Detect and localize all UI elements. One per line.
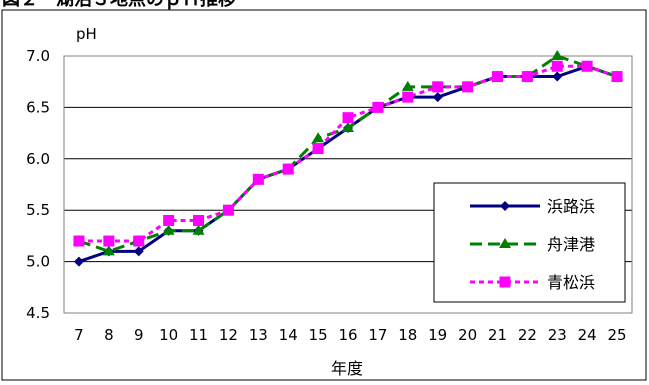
legend-item: 青松浜: [470, 273, 595, 292]
x-tick-label: 8: [104, 326, 114, 344]
x-tick-label: 10: [159, 326, 178, 344]
x-tick-label: 20: [458, 326, 477, 344]
y-tick-label: 5.5: [26, 201, 50, 219]
data-point: [401, 80, 414, 91]
data-point: [193, 214, 205, 226]
x-tick-label: 17: [368, 326, 387, 344]
y-tick-label: 6.5: [26, 98, 50, 116]
y-axis-label: pH: [76, 25, 97, 43]
x-tick-label: 21: [488, 326, 507, 344]
x-tick-label: 13: [249, 326, 268, 344]
data-point: [402, 91, 414, 103]
x-tick-label: 7: [74, 326, 84, 344]
legend-item: 舟津港: [470, 235, 595, 254]
data-point: [432, 92, 443, 103]
legend-marker: [500, 201, 510, 211]
y-axis-ticks: 4.5 5.0 5.5 6.0 6.5 7.0: [26, 47, 50, 322]
data-point: [133, 246, 144, 257]
data-point: [73, 256, 84, 267]
data-point: [282, 163, 294, 175]
x-tick-label: 9: [134, 326, 144, 344]
series-3: [73, 60, 623, 247]
data-point: [73, 235, 85, 247]
x-axis-label: 年度: [331, 359, 363, 378]
x-axis-ticks: 7 8 9 10 11 12 13 14 15 16 17 18 19 20 21 22 23 24 25: [74, 326, 626, 344]
data-point: [432, 81, 444, 93]
data-point: [551, 60, 563, 72]
data-point: [551, 50, 564, 60]
data-point: [252, 173, 264, 185]
series-group: [72, 50, 624, 267]
data-point: [133, 235, 145, 247]
data-point: [102, 245, 115, 256]
x-tick-label: 11: [189, 326, 208, 344]
legend-label: 青松浜: [547, 273, 595, 292]
data-point: [552, 71, 563, 82]
data-point: [491, 71, 503, 83]
y-tick-label: 4.5: [26, 304, 50, 322]
data-point: [312, 143, 324, 155]
x-tick-label: 23: [548, 326, 567, 344]
legend-marker: [499, 276, 511, 288]
x-tick-label: 22: [518, 326, 537, 344]
data-point: [521, 71, 533, 83]
y-tick-label: 7.0: [26, 47, 50, 65]
data-point: [163, 214, 175, 226]
data-point: [342, 121, 354, 132]
y-tick-label: 6.0: [26, 150, 50, 168]
chart-title: 図２ 湖沼３地点のｐＨ推移: [2, 0, 236, 10]
legend-item: 浜路浜: [470, 197, 595, 216]
x-tick-label: 24: [578, 326, 597, 344]
data-point: [611, 71, 623, 83]
data-point: [103, 235, 115, 247]
x-tick-label: 16: [338, 326, 357, 344]
legend-label: 舟津港: [547, 235, 595, 254]
data-point: [581, 60, 593, 72]
data-point: [372, 101, 384, 113]
data-point: [312, 132, 325, 143]
data-point: [192, 224, 205, 235]
data-point: [222, 204, 234, 216]
x-tick-label: 25: [608, 326, 627, 344]
data-point: [342, 112, 354, 124]
legend-label: 浜路浜: [547, 197, 595, 216]
data-point: [162, 224, 175, 235]
x-tick-label: 14: [279, 326, 298, 344]
x-tick-label: 19: [428, 326, 447, 344]
x-tick-label: 15: [309, 326, 328, 344]
legend-marker: [499, 238, 511, 248]
data-point: [462, 81, 474, 93]
x-tick-label: 18: [398, 326, 417, 344]
plot-area: [63, 55, 633, 314]
x-tick-label: 12: [219, 326, 238, 344]
y-tick-label: 5.0: [26, 253, 50, 271]
